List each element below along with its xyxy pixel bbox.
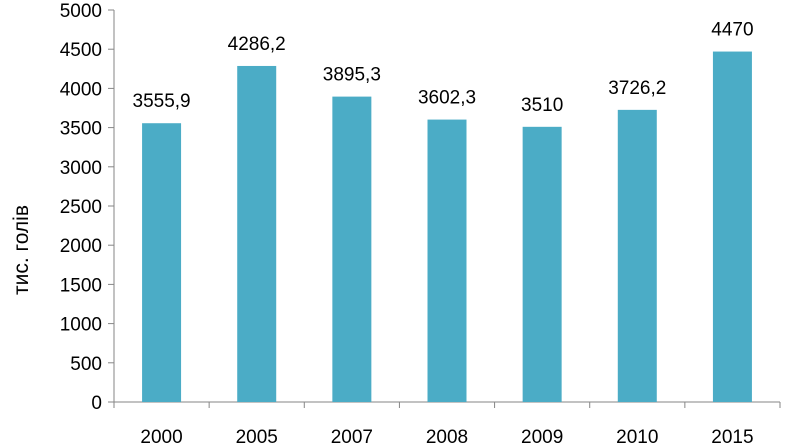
y-tick-label: 500 — [70, 354, 102, 375]
x-tick-label: 2007 — [331, 427, 373, 445]
data-label-2010: 3726,2 — [608, 78, 666, 99]
bar-2007 — [332, 96, 372, 402]
x-tick-label: 2009 — [521, 427, 563, 445]
data-label-2000: 3555,9 — [133, 91, 191, 112]
y-tick-label: 4000 — [60, 79, 102, 100]
x-tick-label: 2000 — [140, 427, 182, 445]
y-axis-title: тис. голів — [10, 205, 33, 295]
y-tick-label: 1000 — [60, 315, 102, 336]
bar-2015 — [712, 51, 752, 402]
bar-2005 — [237, 65, 277, 403]
bar-2000 — [142, 123, 182, 402]
y-tick-label: 3000 — [60, 158, 102, 179]
y-tick-label: 5000 — [60, 1, 102, 22]
y-tick-label: 3500 — [60, 119, 102, 140]
x-tick-label: 2005 — [236, 427, 278, 445]
bar-2008 — [427, 119, 467, 402]
x-tick-label: 2010 — [616, 427, 658, 445]
x-tick-label: 2015 — [711, 427, 753, 445]
data-label-2009: 3510 — [521, 95, 563, 116]
bar-2010 — [617, 109, 657, 403]
data-label-2005: 4286,2 — [228, 34, 286, 55]
x-axis-labels: 2000 2005 2007 2008 2009 2010 2015 — [113, 402, 781, 445]
y-tick-label: 1500 — [60, 275, 102, 296]
data-label-2008: 3602,3 — [418, 88, 476, 109]
y-tick-label: 2000 — [60, 236, 102, 257]
y-tick-label: 2500 — [60, 197, 102, 218]
x-tick-label: 2008 — [426, 427, 468, 445]
data-label-2007: 3895,3 — [323, 65, 381, 86]
bars: 3555,9 4286,2 3895,3 3602,3 3510 3726,2 4470 — [133, 20, 754, 403]
data-label-2015: 4470 — [711, 20, 753, 41]
y-tick-label: 0 — [91, 393, 102, 414]
y-axis-ticks: 0 500 1000 1500 2000 2500 3000 3500 4000 4500 5000 — [60, 1, 114, 414]
y-tick-label: 4500 — [60, 40, 102, 61]
bar-2009 — [522, 126, 562, 402]
